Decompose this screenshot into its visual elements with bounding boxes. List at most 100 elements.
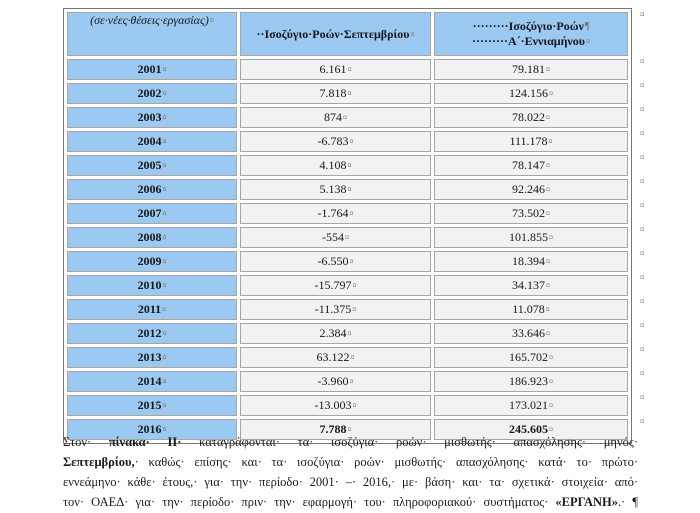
cell-end-mark: ¤ (162, 281, 167, 290)
cell-end-mark: ¤ (162, 257, 167, 266)
ninemonth-balance-cell: 79.181¤ (434, 59, 628, 80)
september-balance-cell: 63.122¤ (240, 347, 431, 368)
year-cell-value: 2006 (137, 182, 162, 196)
table-row: 2007¤ -1.764¤ 73.502¤ (67, 203, 628, 224)
year-cell-value: 2009 (137, 254, 162, 268)
row-end-mark: ¤ (640, 248, 645, 259)
cell-end-mark: ¤ (545, 305, 550, 314)
cell-end-mark: ¤ (347, 329, 352, 338)
september-balance-cell-value: 6.161 (319, 62, 347, 76)
header-ninemonth-line1: ·········Ισοζύγιο·Ροών¶ (472, 18, 590, 33)
ninemonth-balance-cell: 111.178¤ (434, 131, 628, 152)
cell-end-mark: ¤ (546, 185, 550, 194)
ninemonth-balance-cell-value: 79.181 (512, 62, 545, 76)
row-end-mark: ¤ (640, 104, 645, 115)
year-cell: 2004¤ (67, 131, 237, 152)
table-row: 2016¤ 7.788¤ 245.605¤ (67, 419, 628, 440)
table-row: 2011¤ -11.375¤ 11.078¤ (67, 299, 628, 320)
cell-end-mark: ¤ (548, 137, 553, 146)
year-cell-value: 2013 (137, 350, 162, 364)
september-balance-cell-value: 4.108 (319, 158, 347, 172)
september-balance-cell: -3.960¤ (240, 371, 431, 392)
cell-end-mark: ¤ (410, 29, 415, 39)
september-balance-cell-value: -1.764 (317, 206, 349, 220)
year-cell-value: 2003 (137, 110, 162, 124)
cell-end-mark: ¤ (347, 425, 352, 434)
row-end-mark: ¤ (640, 296, 645, 307)
year-cell-value: 2005 (137, 158, 162, 172)
year-cell-value: 2001 (137, 62, 162, 76)
cell-end-mark: ¤ (349, 209, 354, 218)
cell-end-mark: ¤ (546, 209, 550, 218)
cell-end-mark: ¤ (347, 161, 352, 170)
cell-end-mark: ¤ (546, 329, 550, 338)
year-cell-value: 2016 (137, 422, 162, 436)
september-balance-cell: 6.161¤ (240, 59, 431, 80)
september-balance-cell-value: -13.003 (314, 398, 352, 412)
row-end-mark: ¤ (640, 392, 645, 403)
table-row: 2001¤ 6.161¤ 79.181¤ (67, 59, 628, 80)
ninemonth-balance-cell-value: 173.021 (509, 398, 548, 412)
cell-end-mark: ¤ (162, 65, 167, 74)
cell-end-mark: ¤ (546, 65, 550, 74)
ninemonth-balance-cell: 165.702¤ (434, 347, 628, 368)
paragraph-text: τον· ΟΑΕΔ· για· την· περίοδο· πριν· την·… (63, 495, 556, 509)
ninemonth-balance-cell: 124.156¤ (434, 83, 628, 104)
ninemonth-balance-cell-value: 78.022 (512, 110, 545, 124)
cell-end-mark: ¤ (349, 137, 354, 146)
year-cell: 2009¤ (67, 251, 237, 272)
year-cell-value: 2002 (137, 86, 162, 100)
year-cell: 2006¤ (67, 179, 237, 200)
row-end-mark: ¤ (640, 224, 645, 235)
cell-end-mark: ¤ (352, 401, 357, 410)
table-row: 2005¤ 4.108¤ 78.147¤ (67, 155, 628, 176)
paragraph-text: · καθώς· επίσης· και· τα· ισοζύγια· ροών… (134, 455, 638, 469)
ninemonth-balance-cell: 34.137¤ (434, 275, 628, 296)
ninemonth-balance-cell-value: 73.502 (512, 206, 545, 220)
year-cell: 2012¤ (67, 323, 237, 344)
september-balance-cell: 2.384¤ (240, 323, 431, 344)
cell-end-mark: ¤ (549, 401, 553, 410)
year-cell-value: 2012 (137, 326, 162, 340)
cell-end-mark: ¤ (586, 37, 591, 47)
year-cell-value: 2008 (137, 230, 162, 244)
september-balance-cell-value: -6.783 (317, 134, 349, 148)
row-end-mark: ¤ (640, 9, 645, 20)
table-row: 2014¤ -3.960¤ 186.923¤ (67, 371, 628, 392)
cell-end-mark: ¤ (209, 16, 214, 25)
cell-end-mark: ¤ (162, 161, 167, 170)
september-balance-cell-value: 7.788 (319, 422, 347, 436)
year-cell: 2003¤ (67, 107, 237, 128)
september-balance-cell: -13.003¤ (240, 395, 431, 416)
cell-end-mark: ¤ (546, 113, 550, 122)
ninemonth-balance-cell: 92.246¤ (434, 179, 628, 200)
table-row: 2013 ¤ 63.122¤ 165.702¤ (67, 347, 628, 368)
september-balance-cell-value: -6.550 (317, 254, 349, 268)
year-cell: 2001¤ (67, 59, 237, 80)
cell-end-mark: ¤ (549, 89, 553, 98)
cell-end-mark: ¤ (347, 89, 352, 98)
year-cell-value: 2010 (137, 278, 162, 292)
table-header-row: (σε·νέες·θέσεις·εργασίας)¤ ··Ισοζύγιο·Ρο… (67, 12, 628, 56)
cell-end-mark: ¤ (549, 353, 553, 362)
paragraph-text: Στον· (63, 435, 109, 449)
year-cell: 2016¤ (67, 419, 237, 440)
row-end-mark: ¤ (640, 200, 645, 211)
ninemonth-balance-cell: 101.855¤ (434, 227, 628, 248)
labour-flows-table: (σε·νέες·θέσεις·εργασίας)¤ ··Ισοζύγιο·Ρο… (63, 8, 632, 444)
cell-end-mark: ¤ (162, 401, 167, 410)
year-cell-value: 2014 (137, 374, 162, 388)
paragraph-line: Στον· πίνακα· ΙΙ· καταγράφονται· τα· ισο… (63, 432, 638, 452)
paragraph-line: Σεπτεμβρίου,· καθώς· επίσης· και· τα· ισ… (63, 452, 638, 472)
row-end-mark: ¤ (640, 320, 645, 331)
september-balance-cell: -15.797¤ (240, 275, 431, 296)
year-cell: 2005¤ (67, 155, 237, 176)
september-balance-cell-value: 2.384 (319, 326, 347, 340)
paragraph-text: εννεάμηνο· κάθε· έτους,· για· την· περίο… (63, 475, 638, 489)
table-row: 2010¤ -15.797¤ 34.137¤ (67, 275, 628, 296)
cell-end-mark: ¤ (549, 425, 553, 434)
september-balance-cell-value: 7.818 (319, 86, 347, 100)
ninemonth-balance-cell-value: 33.646 (512, 326, 545, 340)
cell-end-mark: ¤ (162, 329, 167, 338)
